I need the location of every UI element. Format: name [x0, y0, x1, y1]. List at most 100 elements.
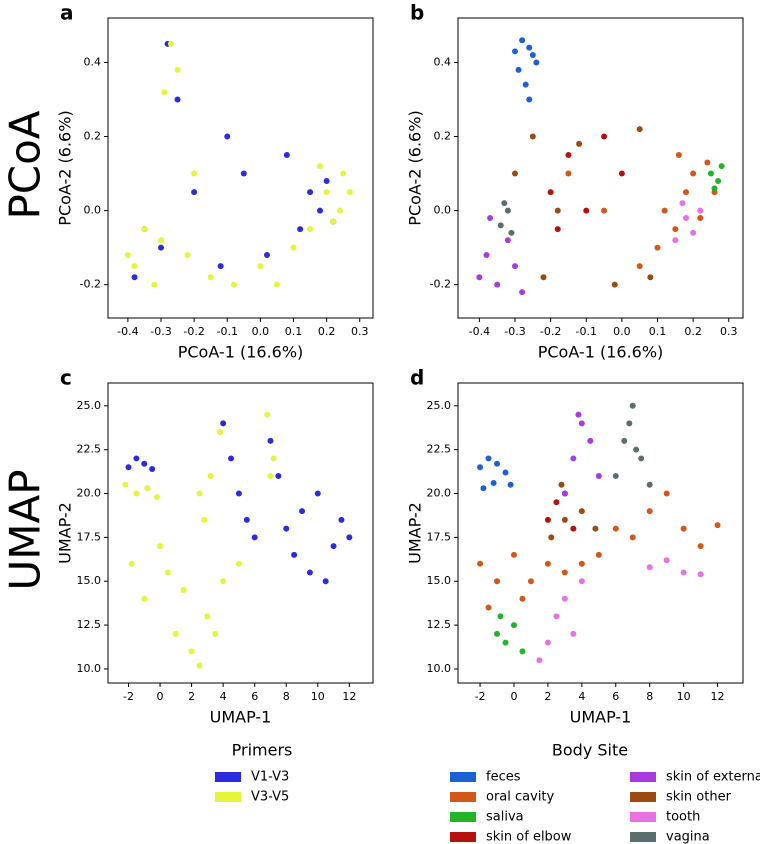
point — [133, 490, 140, 497]
point — [220, 578, 227, 585]
point — [216, 429, 223, 436]
point — [204, 613, 211, 620]
point — [323, 177, 330, 184]
point — [490, 480, 497, 486]
point — [207, 274, 214, 281]
y-tick-label: 10.0 — [427, 662, 452, 675]
point — [544, 639, 551, 646]
point — [191, 170, 198, 177]
y-tick-label: 22.5 — [77, 443, 102, 456]
point — [485, 455, 492, 462]
point — [497, 613, 504, 620]
point — [477, 560, 484, 567]
x-axis-label: PCoA-1 (16.6%) — [178, 343, 304, 362]
y-tick-label: 0.4 — [84, 55, 102, 68]
point — [654, 244, 661, 251]
point — [515, 66, 522, 73]
point — [267, 472, 274, 479]
point — [570, 455, 577, 462]
x-tick-label: 8 — [283, 690, 290, 703]
point — [626, 420, 633, 427]
x-tick-label: 6 — [612, 690, 619, 703]
point — [161, 89, 168, 96]
point — [153, 494, 160, 501]
point — [480, 485, 487, 492]
y-axis-label: UMAP-2 — [56, 502, 75, 564]
x-tick-label: 0.0 — [252, 325, 270, 338]
point — [629, 402, 636, 409]
point — [330, 543, 337, 550]
legend-label: saliva — [486, 810, 524, 825]
point — [575, 411, 582, 418]
point — [207, 472, 214, 479]
point — [544, 516, 551, 523]
point — [240, 170, 247, 177]
point — [510, 622, 517, 629]
point — [172, 630, 179, 637]
legend-swatch — [450, 792, 476, 802]
x-tick-label: -0.2 — [540, 325, 561, 338]
point — [157, 543, 164, 550]
point — [697, 571, 704, 578]
legend-swatch — [630, 812, 656, 822]
point — [510, 551, 517, 558]
x-tick-label: -0.4 — [117, 325, 138, 338]
point — [346, 534, 353, 541]
legend-label: oral cavity — [486, 790, 555, 805]
x-tick-label: 0.0 — [613, 325, 631, 338]
point — [683, 189, 689, 196]
point — [512, 170, 518, 177]
point — [508, 229, 515, 236]
point — [188, 648, 195, 655]
x-tick-label: 10 — [311, 690, 325, 703]
point — [638, 455, 645, 462]
point — [544, 560, 551, 567]
y-tick-label: 10.0 — [77, 662, 102, 675]
point — [592, 525, 599, 532]
point — [141, 595, 148, 602]
point — [647, 274, 654, 281]
point — [149, 465, 156, 472]
point — [554, 207, 561, 214]
point — [322, 578, 329, 585]
point — [529, 133, 536, 140]
point — [507, 481, 514, 488]
x-tick-label: 0.3 — [720, 325, 738, 338]
point — [504, 237, 511, 244]
point — [297, 226, 304, 233]
point — [519, 648, 526, 655]
row-label: UMAP — [1, 469, 50, 590]
point — [267, 437, 274, 444]
x-tick-label: 10 — [677, 690, 691, 703]
point — [672, 237, 679, 244]
x-tick-label: 2 — [544, 690, 551, 703]
point — [184, 252, 191, 259]
y-tick-label: 25.0 — [427, 399, 452, 412]
point — [251, 534, 258, 541]
legend-label: skin of external ear — [666, 770, 760, 785]
point — [131, 263, 138, 270]
point — [690, 229, 697, 236]
point — [679, 200, 686, 207]
point — [714, 522, 721, 529]
point — [611, 281, 618, 288]
point — [128, 560, 135, 567]
point — [621, 437, 628, 444]
y-tick-label: 15.0 — [77, 574, 102, 587]
point — [707, 170, 714, 177]
point — [554, 226, 561, 233]
x-tick-label: 4 — [578, 690, 585, 703]
point — [547, 189, 554, 196]
panel-label: a — [60, 1, 74, 25]
x-tick-label: -0.3 — [504, 325, 525, 338]
x-tick-label: -0.3 — [150, 325, 171, 338]
legend-swatch — [630, 832, 656, 842]
point — [235, 490, 242, 497]
point — [527, 578, 534, 585]
point — [330, 218, 337, 225]
x-tick-label: -0.4 — [469, 325, 490, 338]
point — [672, 226, 679, 233]
point — [663, 490, 670, 497]
point — [125, 464, 132, 471]
